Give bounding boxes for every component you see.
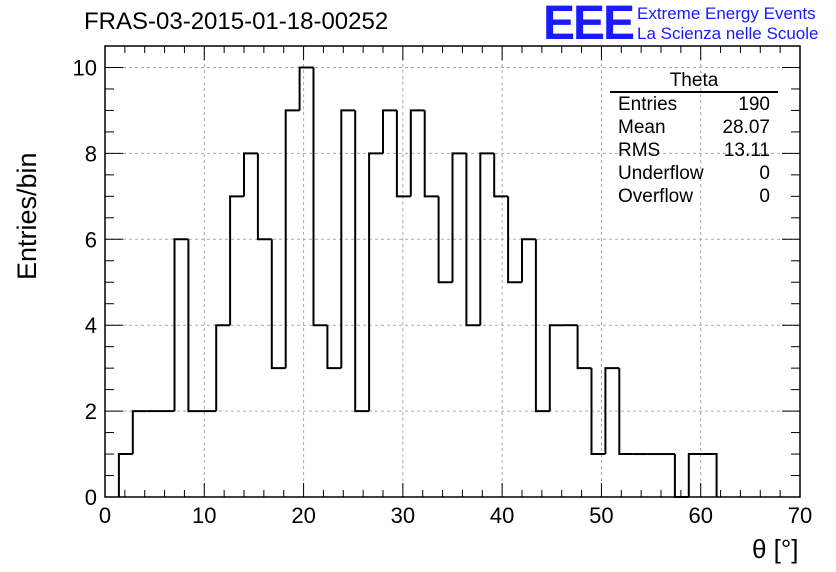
histogram-bin [256, 153, 272, 241]
histogram-bin [548, 324, 564, 412]
histogram-bin [312, 67, 328, 327]
y-tick-label: 2 [85, 399, 97, 424]
eee-logo: EEE [543, 0, 635, 50]
stats-row-rms: RMS 13.11 [610, 139, 778, 162]
stats-box: Theta Entries 190 Mean 28.07 RMS 13.11 U… [610, 70, 778, 208]
x-axis-label: θ [°] [752, 534, 799, 564]
stats-label: RMS [618, 140, 661, 161]
stats-label: Underflow [618, 163, 704, 184]
histogram-bin [521, 238, 536, 283]
histogram-bin [465, 153, 481, 327]
histogram-bin [354, 110, 370, 413]
histogram-bin [368, 152, 383, 412]
histogram-bin [382, 109, 397, 154]
stats-label: Entries [618, 94, 678, 115]
histogram-bin [326, 325, 342, 370]
histogram-bin [243, 152, 258, 197]
histogram-bin [187, 239, 203, 413]
histogram-bin [284, 109, 300, 369]
histogram-bin [687, 453, 703, 497]
x-tick-label: 40 [490, 503, 514, 528]
histogram-bin [423, 110, 439, 198]
y-axis-label: Entries/bin [12, 152, 42, 280]
x-tick-label: 60 [688, 503, 712, 528]
x-tick-label: 0 [99, 503, 111, 528]
histogram-bin [117, 453, 133, 497]
x-tick-label: 30 [391, 503, 415, 528]
stats-value: 0 [759, 186, 770, 207]
stats-value: 190 [738, 94, 770, 115]
stats-title: Theta [610, 70, 778, 93]
y-tick-label: 10 [73, 55, 97, 80]
stats-value: 0 [759, 163, 770, 184]
histogram-bin [131, 410, 147, 455]
histogram-bin [395, 110, 411, 198]
histogram-bin [173, 238, 189, 412]
logo-text-line2: La Scienza nelle Scuole [637, 24, 819, 43]
logo-text-line1: Extreme Energy Events [637, 4, 816, 23]
stats-value: 13.11 [723, 140, 770, 161]
histogram-bin [215, 324, 231, 412]
histogram-bin [229, 195, 244, 326]
histogram-bin [673, 454, 689, 498]
stats-row-entries: Entries 190 [610, 93, 778, 116]
chart-title: FRAS-03-2015-01-18-00252 [84, 8, 389, 35]
stats-value: 28.07 [722, 117, 770, 138]
x-tick-label: 50 [589, 503, 613, 528]
stats-row-mean: Mean 28.07 [610, 116, 778, 139]
histogram-bin [702, 453, 718, 497]
y-tick-label: 8 [85, 141, 97, 166]
stats-label: Overflow [618, 186, 693, 207]
histogram-bin [270, 239, 286, 370]
histogram-bin [409, 109, 425, 197]
plot-frame [104, 45, 801, 498]
histogram-bin [340, 109, 356, 369]
histogram-bin [493, 153, 509, 198]
histogram-bin [590, 368, 606, 456]
histogram-bin [534, 239, 550, 413]
histogram-bin [437, 196, 453, 284]
y-tick-label: 0 [85, 485, 97, 510]
histogram-bin [576, 325, 592, 370]
histogram-bin [298, 66, 314, 111]
stats-label: Mean [618, 117, 666, 138]
x-tick-label: 70 [788, 503, 812, 528]
histogram-bin [618, 368, 634, 456]
histogram-bin [604, 367, 620, 455]
y-tick-label: 4 [85, 313, 97, 338]
stats-row-overflow: Overflow 0 [610, 185, 778, 208]
x-tick-label: 10 [192, 503, 216, 528]
x-tick-label: 20 [291, 503, 315, 528]
histogram-bin [479, 152, 495, 326]
histogram-bin [507, 196, 522, 284]
y-tick-label: 6 [85, 227, 97, 252]
histogram-bin [451, 152, 467, 283]
stats-row-underflow: Underflow 0 [610, 162, 778, 185]
